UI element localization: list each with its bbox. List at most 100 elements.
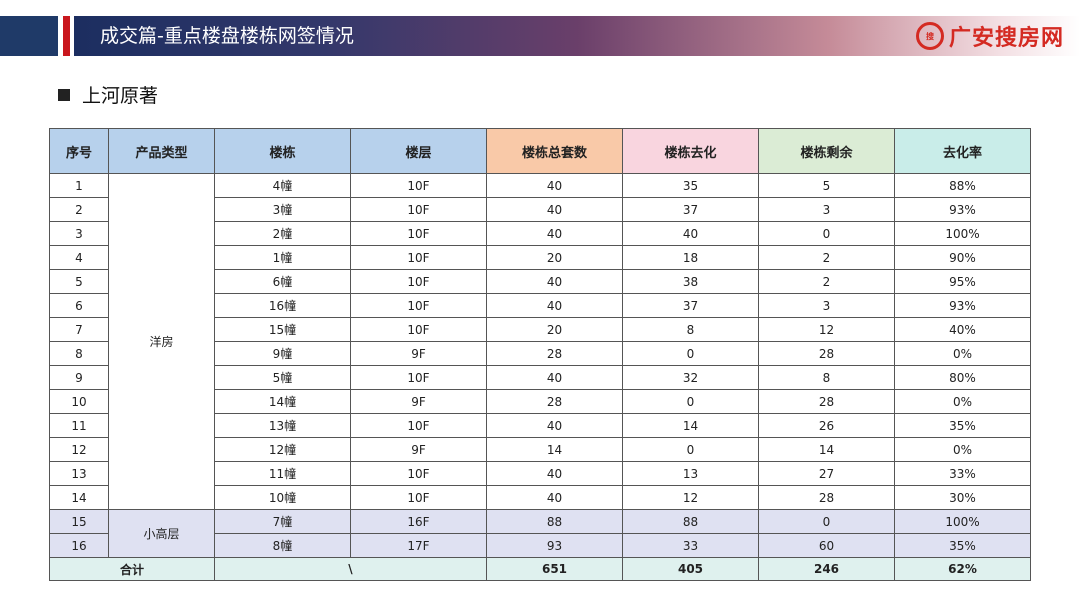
product-type-cell: 小高层 [108,509,215,558]
total-units: 651 [486,557,623,581]
remaining-cell: 14 [758,437,895,462]
sell-rate-cell: 100% [894,221,1031,246]
floors-cell: 10F [350,293,487,318]
building-cell: 11幢 [214,461,351,486]
total-units-cell: 40 [486,197,623,222]
sell-rate-cell: 0% [894,341,1031,366]
sell-rate-cell: 0% [894,389,1031,414]
remaining-cell: 0 [758,221,895,246]
table-row: 12 12幢 9F 14 0 14 0% [49,437,1031,462]
remaining-cell: 28 [758,341,895,366]
sold-cell: 37 [622,293,759,318]
table-row: 3 2幢 10F 40 40 0 100% [49,221,1031,246]
sold-cell: 37 [622,197,759,222]
floors-cell: 10F [350,221,487,246]
sold-cell: 40 [622,221,759,246]
row-index-cell: 13 [49,461,109,486]
remaining-cell: 2 [758,269,895,294]
brand-logo: 搜 广安搜房网 [916,19,1064,53]
floors-cell: 10F [350,485,487,510]
row-index-cell: 7 [49,317,109,342]
row-index-cell: 9 [49,365,109,390]
building-cell: 12幢 [214,437,351,462]
sell-rate-cell: 30% [894,485,1031,510]
total-units-cell: 20 [486,245,623,270]
remaining-cell: 5 [758,173,895,198]
total-row: 合计 \ 651 405 246 62% [49,557,1031,581]
row-index-cell: 12 [49,437,109,462]
building-cell: 2幢 [214,221,351,246]
col-header-index: 序号 [49,128,109,174]
sell-rate-cell: 33% [894,461,1031,486]
sold-cell: 0 [622,389,759,414]
floors-cell: 10F [350,245,487,270]
row-index-cell: 6 [49,293,109,318]
row-index-cell: 8 [49,341,109,366]
table-row: 16 8幢 17F 93 33 60 35% [49,533,1031,558]
building-cell: 7幢 [214,509,351,534]
sell-rate-cell: 35% [894,413,1031,438]
title-bar: 成交篇-重点楼盘楼栋网签情况 [0,16,1080,56]
floors-cell: 9F [350,389,487,414]
sell-rate-cell: 93% [894,197,1031,222]
col-header-building: 楼栋 [214,128,351,174]
floors-cell: 9F [350,437,487,462]
remaining-cell: 27 [758,461,895,486]
building-cell: 4幢 [214,173,351,198]
total-rate: 62% [894,557,1031,581]
header-row: 序号 产品类型 楼栋 楼层 楼栋总套数 楼栋去化 楼栋剩余 去化率 [49,128,1031,174]
title-bar-accent [63,16,70,56]
col-header-floors: 楼层 [350,128,487,174]
col-header-sold: 楼栋去化 [622,128,759,174]
sell-rate-cell: 100% [894,509,1031,534]
floors-cell: 10F [350,365,487,390]
total-units-cell: 20 [486,317,623,342]
col-header-remaining: 楼栋剩余 [758,128,895,174]
building-cell: 6幢 [214,269,351,294]
floors-cell: 17F [350,533,487,558]
building-cell: 1幢 [214,245,351,270]
remaining-cell: 28 [758,389,895,414]
remaining-cell: 8 [758,365,895,390]
total-units-cell: 40 [486,413,623,438]
table-row: 2 3幢 10F 40 37 3 93% [49,197,1031,222]
floors-cell: 10F [350,173,487,198]
bullet-square-icon [58,88,70,101]
remaining-cell: 12 [758,317,895,342]
total-label: 合计 [49,557,215,581]
sell-rate-cell: 95% [894,269,1031,294]
sold-cell: 38 [622,269,759,294]
table-row: 1 洋房 4幢 10F 40 35 5 88% [49,173,1031,510]
row-index-cell: 16 [49,533,109,558]
sold-cell: 35 [622,173,759,198]
floors-cell: 10F [350,317,487,342]
project-name: 上河原著 [82,85,159,107]
table-row: 9 5幢 10F 40 32 8 80% [49,365,1031,390]
floors-cell: 16F [350,509,487,534]
row-index-cell: 5 [49,269,109,294]
total-units-cell: 28 [486,389,623,414]
col-header-product-type: 产品类型 [108,128,215,174]
building-cell: 5幢 [214,365,351,390]
sell-rate-cell: 88% [894,173,1031,198]
row-index-cell: 14 [49,485,109,510]
sold-cell: 8 [622,317,759,342]
floors-cell: 10F [350,413,487,438]
remaining-cell: 2 [758,245,895,270]
sold-cell: 13 [622,461,759,486]
total-units-cell: 40 [486,461,623,486]
building-cell: 15幢 [214,317,351,342]
sell-rate-cell: 40% [894,317,1031,342]
remaining-cell: 0 [758,509,895,534]
total-units-cell: 93 [486,533,623,558]
building-sales-table: 序号 产品类型 楼栋 楼层 楼栋总套数 楼栋去化 楼栋剩余 去化率 1 洋房 4幢 1… [49,128,1031,581]
remaining-cell: 26 [758,413,895,438]
col-header-total-units: 楼栋总套数 [486,128,623,174]
floors-cell: 10F [350,269,487,294]
building-cell: 10幢 [214,485,351,510]
total-units-cell: 40 [486,293,623,318]
total-units-cell: 40 [486,485,623,510]
sell-rate-cell: 93% [894,293,1031,318]
table-row: 7 15幢 10F 20 8 12 40% [49,317,1031,342]
total-units-cell: 88 [486,509,623,534]
